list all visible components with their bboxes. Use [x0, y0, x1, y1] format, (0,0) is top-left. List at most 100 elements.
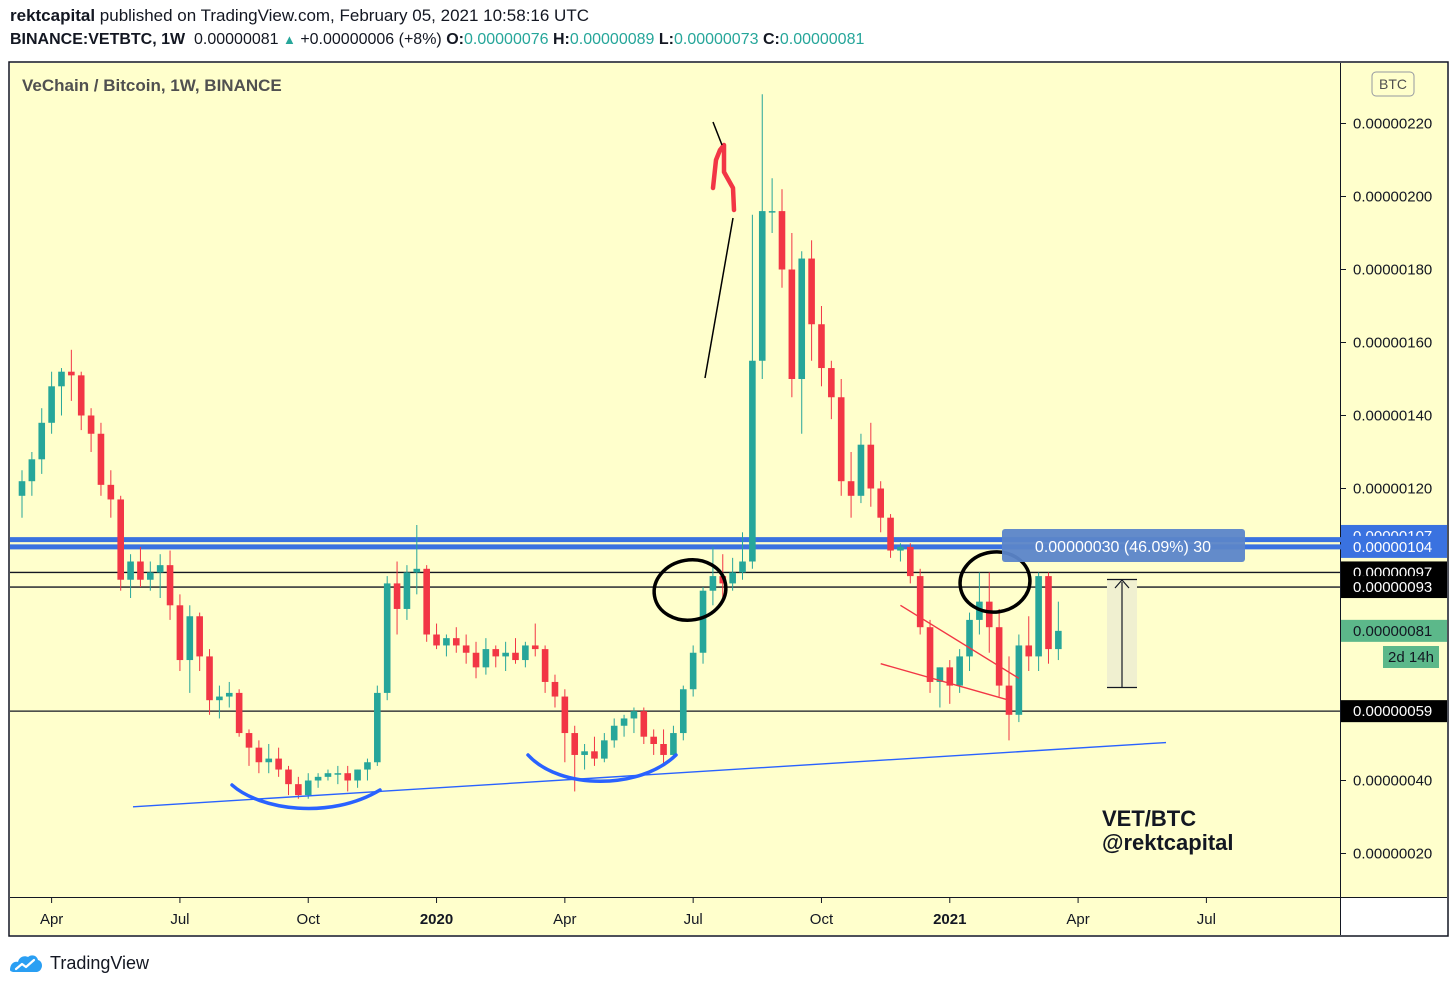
candle-up[interactable] — [679, 689, 687, 734]
candle-up[interactable] — [502, 652, 509, 657]
trendline-support[interactable] — [132, 741, 1167, 808]
candle-up[interactable] — [1055, 630, 1062, 650]
candle-down[interactable] — [887, 517, 894, 551]
candle-up[interactable] — [265, 758, 273, 763]
candle-down[interactable] — [541, 649, 549, 682]
candle-down[interactable] — [97, 433, 105, 485]
candle-up[interactable] — [620, 718, 628, 726]
candle-up[interactable] — [689, 652, 697, 690]
candle-down[interactable] — [985, 601, 993, 628]
candle-down[interactable] — [828, 368, 835, 398]
candle-down[interactable] — [512, 652, 519, 661]
candle-up[interactable] — [354, 769, 361, 781]
candle-down[interactable] — [778, 211, 786, 270]
measure-label-box[interactable] — [1002, 529, 1245, 562]
candle-down[interactable] — [166, 565, 174, 606]
candle-up[interactable] — [127, 561, 134, 580]
candle-up[interactable] — [768, 211, 776, 213]
candle-down[interactable] — [275, 758, 282, 770]
candle-down[interactable] — [660, 744, 667, 755]
candle-up[interactable] — [314, 776, 322, 781]
candle-down[interactable] — [640, 711, 648, 737]
candle-down[interactable] — [235, 692, 243, 734]
candle-down[interactable] — [137, 561, 144, 580]
footer-brand[interactable]: TradingView — [50, 952, 150, 973]
candle-up[interactable] — [699, 590, 707, 653]
candle-up[interactable] — [581, 751, 588, 755]
candle-up[interactable] — [413, 568, 421, 573]
candle-up[interactable] — [28, 459, 36, 482]
candle-down[interactable] — [492, 649, 500, 657]
candle-down[interactable] — [344, 773, 352, 781]
candle-up[interactable] — [670, 733, 677, 755]
candle-down[interactable] — [87, 415, 95, 434]
candle-up[interactable] — [1035, 576, 1042, 657]
candle-up[interactable] — [186, 616, 194, 661]
candle-down[interactable] — [472, 652, 480, 668]
candle-up[interactable] — [729, 572, 736, 584]
candle-down[interactable] — [877, 488, 884, 518]
candle-down[interactable] — [808, 258, 815, 325]
candle-up[interactable] — [897, 546, 904, 551]
candle-up[interactable] — [383, 583, 391, 693]
candle-up[interactable] — [443, 638, 450, 646]
candle-down[interactable] — [423, 568, 430, 635]
candle-down[interactable] — [907, 546, 914, 577]
candle-up[interactable] — [156, 565, 164, 573]
candle-up[interactable] — [374, 692, 381, 763]
candle-down[interactable] — [196, 616, 203, 657]
candle-up[interactable] — [857, 444, 865, 496]
candle-up[interactable] — [304, 780, 312, 796]
candle-up[interactable] — [18, 481, 26, 496]
candle-down[interactable] — [946, 667, 954, 686]
candle-down[interactable] — [995, 627, 1003, 686]
candle-up[interactable] — [936, 667, 944, 682]
candle-down[interactable] — [1025, 645, 1033, 657]
time-axis[interactable] — [10, 898, 1340, 935]
candle-down[interactable] — [245, 733, 253, 748]
candle-down[interactable] — [867, 444, 875, 489]
candle-up[interactable] — [798, 258, 806, 379]
candle-up[interactable] — [334, 773, 342, 775]
candle-down[interactable] — [591, 751, 598, 759]
candle-up[interactable] — [364, 762, 371, 770]
candle-up[interactable] — [216, 696, 223, 701]
candle-up[interactable] — [956, 656, 963, 686]
candle-up[interactable] — [482, 649, 490, 668]
candle-down[interactable] — [285, 769, 292, 785]
trendline-wedge-lower[interactable] — [880, 663, 1010, 701]
candle-up[interactable] — [147, 572, 154, 580]
author-name[interactable]: rektcapital — [10, 6, 96, 25]
candle-down[interactable] — [531, 645, 539, 650]
candle-down[interactable] — [818, 324, 825, 369]
candle-down[interactable] — [433, 634, 440, 646]
candle-down[interactable] — [551, 681, 559, 697]
candle-down[interactable] — [650, 736, 657, 744]
candle-down[interactable] — [176, 605, 184, 661]
candle-up[interactable] — [324, 773, 332, 777]
candle-down[interactable] — [206, 656, 213, 701]
candle-up[interactable] — [601, 740, 608, 759]
candle-down[interactable] — [77, 375, 85, 416]
candle-down[interactable] — [462, 645, 470, 653]
candle-down[interactable] — [1045, 576, 1052, 650]
candle-down[interactable] — [393, 583, 401, 609]
candle-up[interactable] — [403, 572, 411, 609]
candle-up[interactable] — [739, 561, 746, 573]
candle-up[interactable] — [610, 725, 618, 741]
candle-down[interactable] — [107, 484, 115, 500]
plot-area[interactable] — [10, 63, 1340, 897]
price-axis[interactable] — [1341, 63, 1447, 897]
tradingview-logo-icon[interactable] — [8, 952, 44, 974]
candle-down[interactable] — [561, 696, 569, 734]
currency-badge[interactable] — [1371, 71, 1415, 97]
candle-down[interactable] — [916, 576, 924, 628]
candle-up[interactable] — [48, 386, 55, 423]
candle-up[interactable] — [749, 360, 756, 562]
candle-up[interactable] — [966, 619, 973, 657]
candle-down[interactable] — [926, 627, 934, 682]
candle-up[interactable] — [630, 711, 638, 719]
candle-up[interactable] — [1015, 645, 1023, 715]
candle-down[interactable] — [837, 397, 845, 482]
